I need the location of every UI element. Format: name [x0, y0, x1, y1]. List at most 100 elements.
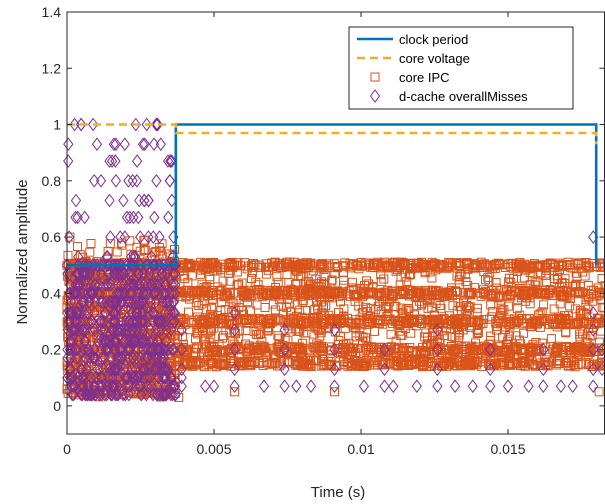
miss-column-point	[538, 379, 549, 394]
miss-point	[119, 334, 130, 349]
miss-point	[104, 193, 115, 208]
ipc-point	[477, 361, 487, 371]
plot-area	[61, 117, 605, 402]
ipc-point	[412, 301, 421, 311]
y-axis-title: Normalized amplitude	[14, 179, 31, 324]
miss-point	[305, 379, 317, 394]
miss-point	[150, 362, 161, 377]
x-axis-title: Time (s)	[311, 484, 365, 501]
miss-column-point	[279, 379, 290, 394]
ipc-point	[545, 319, 554, 329]
y-tick-label: 1.4	[42, 4, 62, 20]
ipc-point	[442, 351, 452, 361]
ipc-point	[351, 261, 361, 271]
ipc-point	[260, 303, 270, 312]
ipc-point	[433, 337, 443, 347]
miss-point	[109, 314, 120, 329]
ipc-point	[525, 299, 535, 309]
ipc-point	[361, 333, 370, 343]
ipc-point	[202, 282, 212, 292]
miss-point	[72, 278, 83, 292]
miss-point	[85, 278, 97, 292]
miss-column-point	[279, 362, 290, 377]
miss-point	[123, 314, 134, 329]
miss-column-point	[176, 342, 187, 357]
miss-point	[68, 379, 79, 394]
miss-point	[154, 230, 165, 244]
ipc-point	[247, 268, 257, 278]
ipc-point	[239, 315, 249, 325]
miss-point	[144, 370, 155, 385]
miss-column-point	[329, 379, 340, 394]
miss-point	[127, 370, 138, 385]
ipc-point	[312, 355, 322, 365]
ipc-point	[361, 356, 371, 365]
ipc-point	[472, 303, 482, 313]
ipc-point	[456, 270, 466, 280]
ipc-point	[202, 258, 212, 268]
ipc-point	[484, 276, 494, 286]
ipc-point	[479, 285, 488, 295]
ipc-point	[575, 329, 585, 339]
miss-point	[158, 387, 169, 402]
miss-point	[165, 379, 176, 394]
ipc-point	[354, 264, 364, 274]
ipc-point	[321, 315, 331, 325]
miss-point	[148, 314, 159, 329]
ipc-point	[274, 347, 284, 356]
ipc-point	[578, 319, 588, 328]
miss-point	[139, 362, 151, 377]
miss-point	[105, 334, 116, 349]
miss-point	[87, 117, 99, 132]
ipc-point	[445, 291, 454, 301]
ipc-point	[292, 360, 302, 369]
ipc-point	[347, 283, 357, 293]
ipc-point	[285, 298, 295, 308]
miss-point	[160, 294, 171, 309]
ipc-point	[573, 349, 583, 359]
miss-point	[68, 387, 79, 402]
ipc-point	[399, 259, 409, 269]
miss-point	[87, 351, 99, 365]
miss-point	[144, 334, 155, 349]
miss-point	[258, 379, 270, 394]
ipc-point	[513, 261, 523, 271]
ipc-point	[358, 291, 367, 301]
ipc-point	[186, 262, 196, 272]
ipc-point	[257, 316, 267, 326]
ipc-point	[349, 284, 359, 294]
ipc-point	[438, 319, 448, 329]
ipc-point	[340, 324, 350, 334]
ipc-point	[228, 336, 238, 346]
ipc-point	[201, 284, 211, 294]
miss-point	[166, 306, 177, 320]
legend: clock period core voltage core IPC d-cache …	[348, 26, 574, 110]
series-d-cache-overallmisses	[61, 117, 605, 402]
ipc-point	[178, 332, 188, 342]
miss-point	[126, 362, 138, 377]
miss-point	[137, 334, 148, 349]
ipc-point	[532, 277, 542, 287]
ipc-point	[241, 292, 251, 302]
miss-point	[119, 137, 130, 152]
ipc-point	[214, 339, 224, 349]
ipc-point	[173, 355, 183, 365]
legend-entry: core voltage	[357, 51, 470, 66]
ipc-point	[273, 331, 283, 341]
legend-label: clock period	[399, 32, 468, 47]
ipc-point	[232, 267, 242, 277]
miss-point	[70, 193, 82, 208]
miss-point	[169, 314, 180, 329]
ipc-point	[552, 359, 562, 368]
miss-point	[127, 351, 138, 365]
miss-point	[152, 117, 163, 132]
miss-point	[125, 294, 136, 309]
ipc-point	[302, 356, 312, 366]
miss-point	[67, 387, 78, 402]
ipc-point	[274, 295, 284, 305]
miss-column-point	[176, 379, 187, 394]
ipc-point	[227, 298, 237, 308]
ipc-point	[406, 328, 416, 338]
miss-point	[65, 362, 76, 377]
